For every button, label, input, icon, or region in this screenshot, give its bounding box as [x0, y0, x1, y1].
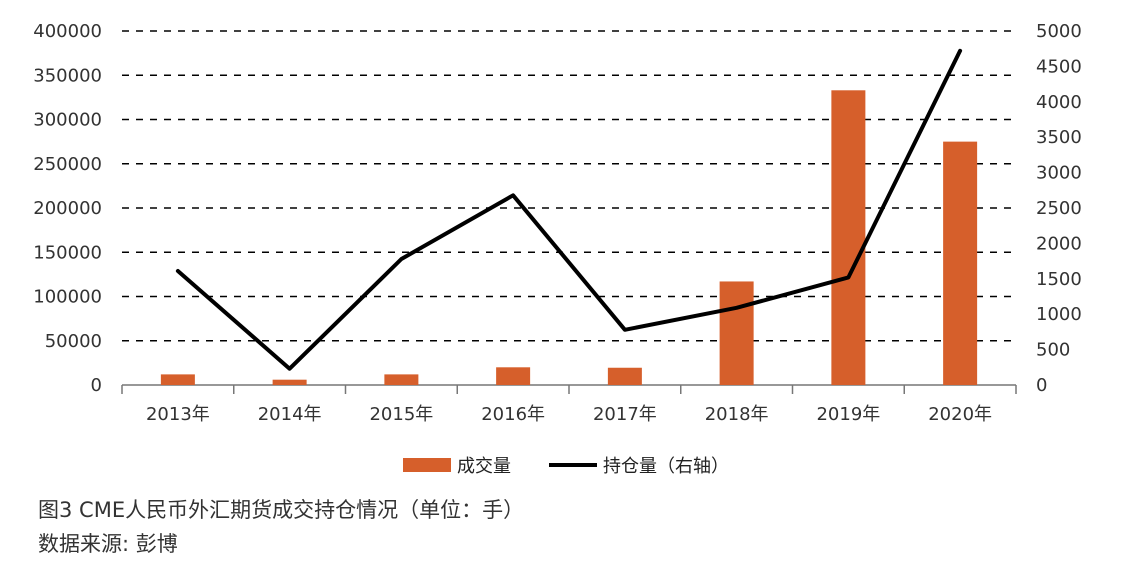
x-tick-label: 2018年 [705, 404, 769, 425]
y-left-tick-label: 200000 [33, 198, 102, 219]
line-open-interest [175, 48, 963, 371]
figure-caption: 图3 CME人民币外汇期货成交持仓情况（单位：手） [38, 498, 525, 522]
x-tick-label: 2014年 [258, 404, 322, 425]
y-right-tick-label: 1000 [1036, 304, 1082, 325]
y-right-tick-label: 3000 [1036, 163, 1082, 184]
y-left-tick-label: 0 [91, 375, 102, 396]
bar-volume [160, 374, 195, 385]
y-right-tick-label: 500 [1036, 340, 1070, 361]
bar-volume [272, 379, 307, 385]
y-right-tick-label: 1500 [1036, 269, 1082, 290]
y-right-tick-label: 2500 [1036, 198, 1082, 219]
legend: 成交量 持仓量（右轴） [0, 452, 1132, 478]
y-left-tick-label: 50000 [45, 331, 102, 352]
bar-volume [719, 281, 754, 385]
legend-label-open-interest: 持仓量（右轴） [603, 456, 729, 477]
y-left-tick-label: 400000 [33, 21, 102, 42]
y-left-tick-label: 100000 [33, 287, 102, 308]
source-note: 数据来源: 彭博 [38, 532, 178, 556]
y-right-tick-label: 3500 [1036, 127, 1082, 148]
y-right-tick-label: 4500 [1036, 56, 1082, 77]
y-right-tick-label: 0 [1036, 375, 1047, 396]
bar-volume [831, 90, 866, 386]
x-tick-label: 2020年 [928, 404, 992, 425]
legend-swatch-line [549, 463, 597, 467]
x-tick-label: 2019年 [816, 404, 880, 425]
y-left-tick-label: 150000 [33, 242, 102, 263]
legend-item-open-interest: 持仓量（右轴） [549, 452, 729, 478]
legend-item-volume: 成交量 [403, 452, 511, 478]
bar-volume [384, 374, 419, 385]
x-tick-label: 2015年 [369, 404, 433, 425]
legend-swatch-bar [403, 458, 451, 472]
x-tick-label: 2016年 [481, 404, 545, 425]
bar-volume [496, 367, 531, 385]
legend-label-volume: 成交量 [457, 456, 511, 477]
x-tick-label: 2017年 [593, 404, 657, 425]
y-left-tick-label: 250000 [33, 154, 102, 175]
bar-volume [943, 141, 978, 385]
chart-area: 0500001000001500002000002500003000003500… [33, 21, 1082, 425]
y-right-tick-label: 5000 [1036, 21, 1082, 42]
y-left-tick-label: 300000 [33, 110, 102, 131]
x-tick-label: 2013年 [146, 404, 210, 425]
y-left-tick-label: 350000 [33, 65, 102, 86]
bar-volume [607, 367, 642, 385]
y-right-tick-label: 4000 [1036, 92, 1082, 113]
y-right-tick-label: 2000 [1036, 233, 1082, 254]
